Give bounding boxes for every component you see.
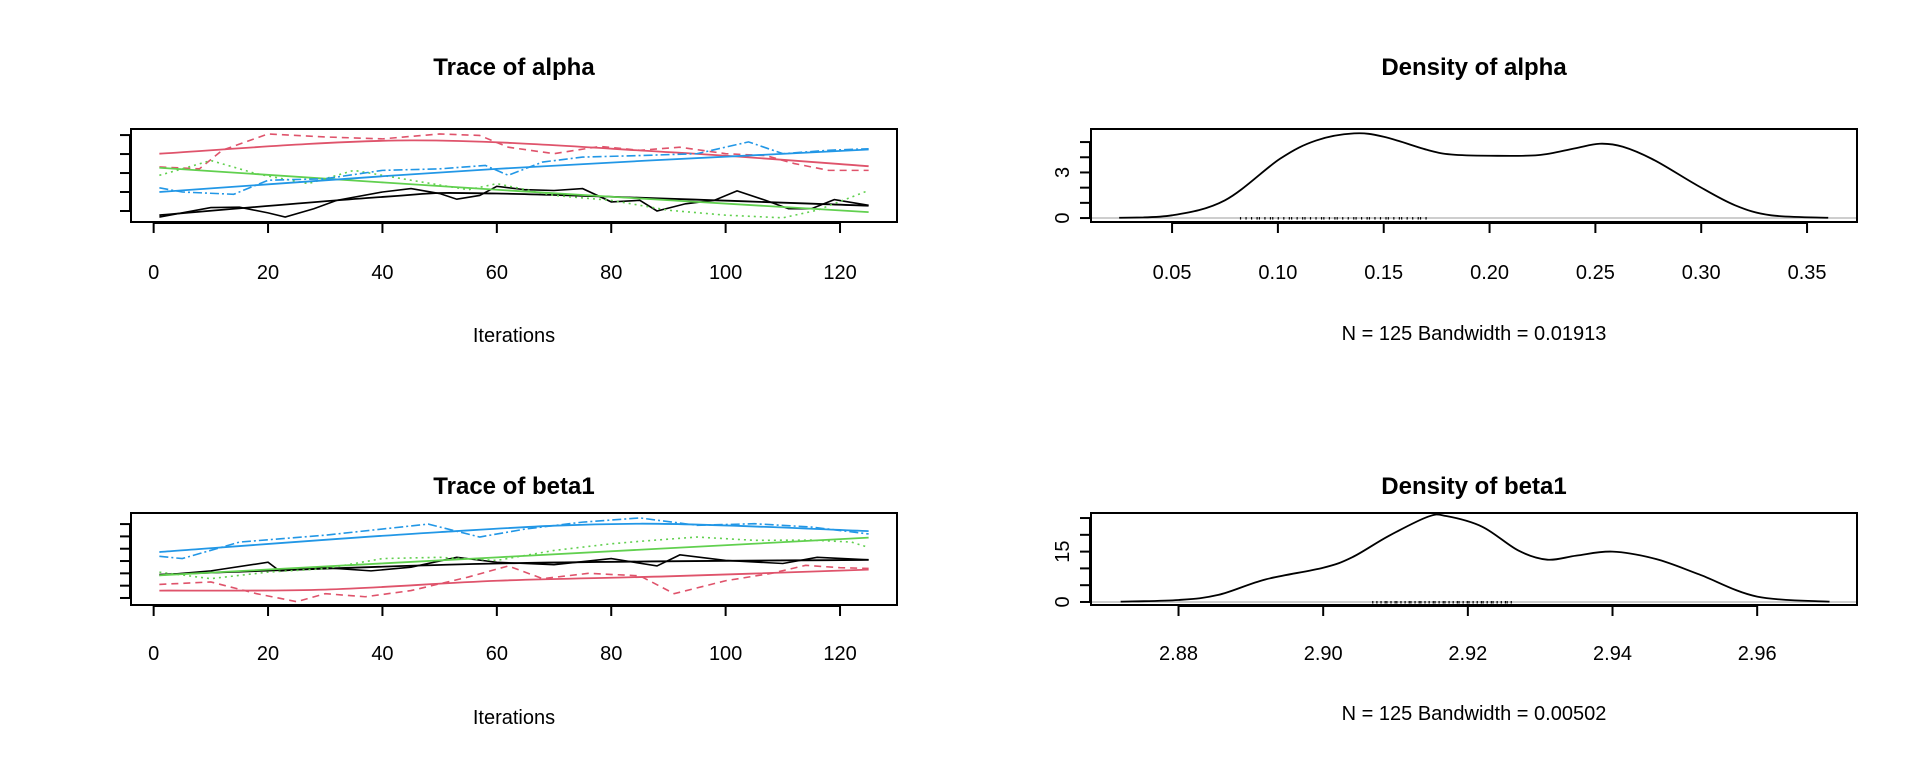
- x-tick-label: 40: [371, 643, 393, 665]
- density-curve: [1119, 132, 1829, 219]
- x-tick-label: 0: [148, 643, 159, 665]
- y-tick-label: 0: [1052, 596, 1074, 607]
- x-axis-label: Iterations: [473, 707, 555, 729]
- chart-title: Trace of alpha: [433, 54, 595, 81]
- x-tick-label: 80: [600, 643, 622, 665]
- chart-title: Density of alpha: [1381, 54, 1567, 81]
- panel-density-beta1: Density of beta1 2.88 2.90 2.92 2.94 2.96 N = …: [1052, 473, 1858, 725]
- x-tick-label: 0: [148, 262, 159, 284]
- panel-trace-beta1: Trace of beta1 0 20 40 60 80 100 120 Iterations: [120, 473, 898, 729]
- plot-area: [159, 517, 869, 603]
- smooth-line-chain-3: [159, 166, 869, 214]
- smooth-line-chain-3: [159, 536, 869, 577]
- plot-area: [1091, 132, 1857, 220]
- x-tick-label: 0.20: [1470, 262, 1509, 284]
- x-tick-label: 0.35: [1788, 262, 1827, 284]
- trace-line-chain-1: [159, 185, 869, 218]
- x-axis: 0 20 40 60 80 100 120: [148, 605, 857, 665]
- x-tick-label: 2.94: [1593, 643, 1632, 665]
- chart-title: Trace of beta1: [433, 473, 594, 500]
- x-tick-label: 120: [823, 643, 856, 665]
- x-tick-label: 0.05: [1153, 262, 1192, 284]
- trace-line-chain-3: [159, 536, 869, 580]
- plot-frame: [130, 512, 898, 606]
- smooth-line-chain-2: [159, 568, 869, 592]
- x-tick-label: 20: [257, 643, 279, 665]
- y-tick-label: 0: [1052, 212, 1074, 223]
- plot-frame: [130, 128, 898, 223]
- plot-area: [159, 133, 869, 219]
- x-tick-label: 60: [486, 643, 508, 665]
- x-tick-label: 40: [371, 262, 393, 284]
- x-axis: 0.05 0.10 0.15 0.20 0.25 0.30 0.35: [1153, 222, 1827, 284]
- y-tick-label: 15: [1052, 540, 1074, 562]
- trace-line-chain-3: [159, 159, 869, 219]
- x-tick-label: 2.96: [1738, 643, 1777, 665]
- x-tick-label: 0.25: [1576, 262, 1615, 284]
- y-tick-label: 3: [1052, 167, 1074, 178]
- smooth-line-chain-4: [159, 148, 869, 193]
- x-tick-label: 60: [486, 262, 508, 284]
- x-tick-label: 0.30: [1682, 262, 1721, 284]
- x-tick-label: 80: [600, 262, 622, 284]
- y-axis: 0 15: [1052, 517, 1091, 608]
- x-tick-label: 2.88: [1159, 643, 1198, 665]
- x-axis-label: Iterations: [473, 325, 555, 347]
- x-tick-label: 0.15: [1364, 262, 1403, 284]
- y-axis: [120, 523, 131, 599]
- x-axis-label: N = 125 Bandwidth = 0.01913: [1342, 323, 1607, 345]
- plot-frame: [1090, 128, 1858, 223]
- x-tick-label: 2.90: [1304, 643, 1343, 665]
- trace-line-chain-2: [159, 564, 869, 603]
- smooth-line-chain-1: [159, 192, 869, 217]
- x-tick-label: 0.10: [1258, 262, 1297, 284]
- smooth-line-chain-4: [159, 522, 869, 553]
- x-tick-label: 120: [823, 262, 856, 284]
- x-tick-label: 20: [257, 262, 279, 284]
- x-tick-label: 2.92: [1448, 643, 1487, 665]
- panel-trace-alpha: Trace of alpha 0 20 40 60 80 100 120 Iterations: [120, 54, 898, 347]
- trace-line-chain-2: [159, 133, 869, 172]
- trace-line-chain-4: [159, 517, 869, 560]
- x-tick-label: 100: [709, 262, 742, 284]
- panel-density-alpha: Density of alpha 0.05 0.10 0.15 0.20 0.25 0.30…: [1052, 54, 1858, 345]
- x-axis-label: N = 125 Bandwidth = 0.00502: [1342, 703, 1607, 725]
- x-tick-label: 100: [709, 643, 742, 665]
- chart-title: Density of beta1: [1381, 473, 1566, 500]
- plot-area: [1091, 513, 1857, 604]
- x-axis: 0 20 40 60 80 100 120: [148, 222, 857, 284]
- smooth-line-chain-2: [159, 139, 869, 168]
- density-curve: [1120, 513, 1830, 603]
- y-axis: [120, 134, 131, 212]
- plot-frame: [1090, 512, 1858, 606]
- y-axis: 03: [1052, 141, 1091, 224]
- x-axis: 2.88 2.90 2.92 2.94 2.96: [1159, 605, 1777, 665]
- trace-line-chain-1: [159, 554, 869, 577]
